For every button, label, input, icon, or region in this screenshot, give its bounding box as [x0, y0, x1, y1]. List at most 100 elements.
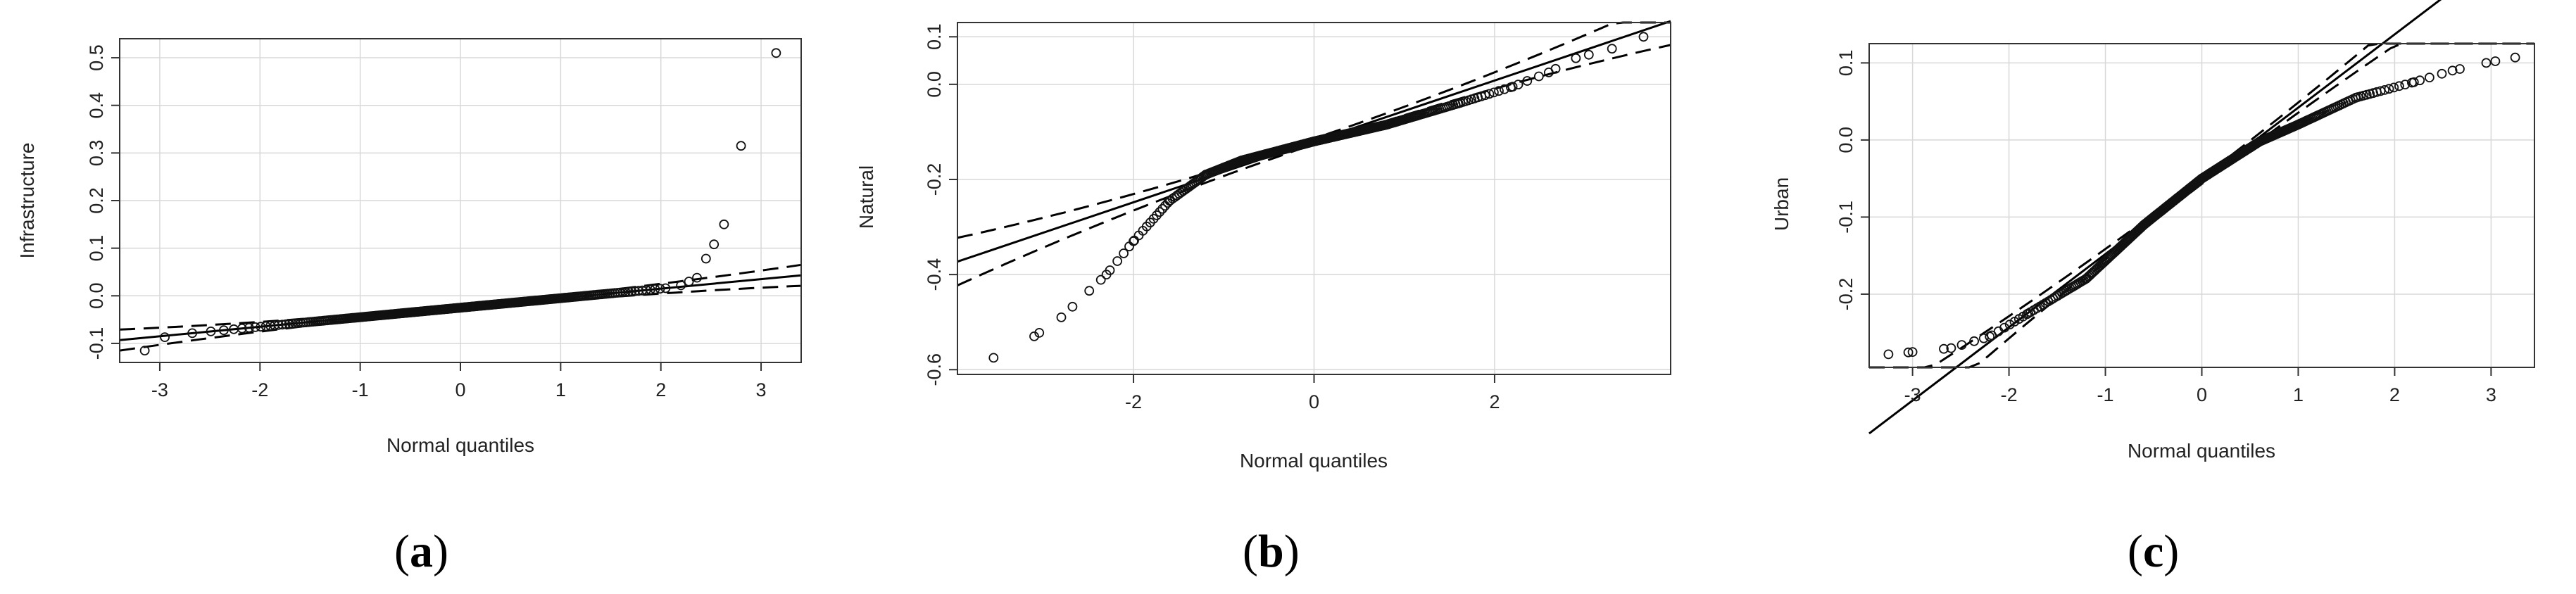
y-tick-label: 0.0: [1835, 127, 1856, 153]
data-point: [736, 141, 746, 151]
x-axis-title: Normal quantiles: [387, 434, 534, 456]
data-point: [771, 48, 781, 58]
y-axis-title: Urban: [1771, 177, 1792, 231]
data-point: [2384, 84, 2394, 94]
data-points: [1868, 0, 2534, 435]
y-tick-label: -0.2: [924, 163, 945, 196]
data-point: [2455, 64, 2465, 74]
x-tick-label: 3: [2486, 384, 2496, 405]
x-axis-title: Normal quantiles: [1240, 450, 1388, 472]
data-point: [692, 272, 702, 283]
grid-lines: [120, 39, 801, 362]
data-points: [957, 20, 1671, 363]
data-point: [624, 286, 634, 297]
x-tick-label: -2: [251, 379, 268, 400]
data-point: [218, 325, 229, 336]
data-point: [2400, 80, 2411, 89]
data-point: [1480, 90, 1490, 101]
x-tick-label: -3: [1904, 384, 1921, 405]
data-point: [627, 286, 637, 297]
data-point: [1237, 155, 1247, 165]
data-point: [646, 284, 655, 295]
data-point: [1309, 136, 1319, 146]
data-point: [700, 253, 711, 264]
data-point: [250, 322, 260, 332]
y-axis: -0.2 -0.1 0.0 0.1: [1835, 50, 1869, 311]
data-point: [160, 332, 170, 343]
data-point: [719, 219, 729, 229]
y-axis: -0.6 -0.4 -0.2 0.0 0.1: [924, 23, 957, 386]
x-tick-label: -1: [2097, 384, 2114, 405]
y-tick-label: 0.2: [86, 187, 107, 214]
y-tick-label: -0.1: [1835, 201, 1856, 234]
panel-c: -3 -2 -1 0 1 2 3 -0.2 -0.1 0.0 0.1 Normal quantil…: [1771, 0, 2535, 577]
data-point: [277, 320, 287, 330]
x-axis-title: Normal quantiles: [2128, 440, 2275, 462]
data-point: [1164, 196, 1175, 206]
data-point: [630, 286, 640, 296]
x-tick-label: -2: [1125, 391, 1142, 412]
data-point: [2004, 320, 2015, 330]
grid-lines: [1869, 44, 2534, 367]
data-point: [2081, 274, 2092, 284]
data-point: [1453, 98, 1464, 108]
data-point: [1484, 89, 1495, 99]
panel-label: (b): [1243, 526, 1300, 577]
x-tick-label: -3: [151, 379, 168, 400]
data-point: [206, 326, 216, 336]
y-tick-label: 0.4: [86, 92, 107, 119]
data-point: [1119, 248, 1129, 258]
data-point: [139, 346, 150, 356]
data-point: [2437, 68, 2447, 79]
data-point: [655, 284, 665, 294]
x-axis: -3 -2 -1 0 1 2 3: [151, 362, 767, 400]
data-point: [1488, 87, 1499, 98]
data-point: [256, 322, 266, 332]
data-point: [1543, 68, 1554, 77]
y-tick-label: 0.3: [86, 140, 107, 167]
data-point: [187, 328, 198, 339]
data-points: [119, 48, 802, 356]
x-tick-label: -2: [2001, 384, 2018, 405]
data-point: [1956, 340, 1967, 350]
y-tick-label: 0.1: [924, 23, 945, 50]
data-point: [1907, 347, 1918, 358]
data-point: [2254, 137, 2265, 147]
data-point: [1095, 274, 1106, 285]
y-tick-label: -0.4: [924, 258, 945, 291]
data-point: [2394, 81, 2404, 91]
data-point: [1381, 120, 1391, 130]
data-point: [2415, 75, 2425, 86]
data-point: [2197, 173, 2207, 184]
data-point: [660, 283, 671, 293]
x-tick-label: 0: [1309, 391, 1319, 412]
data-point: [1029, 331, 1039, 341]
data-point: [1200, 170, 1211, 180]
x-tick-label: 1: [2293, 384, 2304, 405]
x-tick-label: -1: [352, 379, 369, 400]
data-point: [650, 284, 660, 294]
y-tick-label: 0.0: [924, 71, 945, 98]
data-point: [280, 319, 291, 329]
y-tick-label: 0.1: [1835, 50, 1856, 77]
data-point: [237, 323, 247, 334]
data-point: [1513, 80, 1523, 89]
y-tick-label: -0.1: [86, 327, 107, 360]
data-point: [2447, 65, 2458, 76]
x-axis: -2 0 2: [1125, 374, 1500, 412]
y-tick-label: 0.5: [86, 44, 107, 71]
data-point: [1583, 49, 1594, 60]
data-point: [1522, 76, 1533, 86]
data-point: [270, 320, 280, 331]
data-point: [1067, 301, 1078, 312]
data-point: [634, 286, 643, 296]
y-tick-label: -0.2: [1835, 278, 1856, 311]
panel-a: -3 -2 -1 0 1 2 3 -0.1 0.0 0.1 0.2 0.3 0.4 0.5 Normal…: [16, 38, 802, 577]
data-point: [1129, 236, 1138, 246]
data-point: [1903, 347, 1914, 358]
x-tick-label: 0: [455, 379, 465, 400]
data-point: [1985, 331, 1995, 342]
data-point: [1157, 203, 1168, 214]
x-tick-label: 2: [1489, 391, 1500, 412]
